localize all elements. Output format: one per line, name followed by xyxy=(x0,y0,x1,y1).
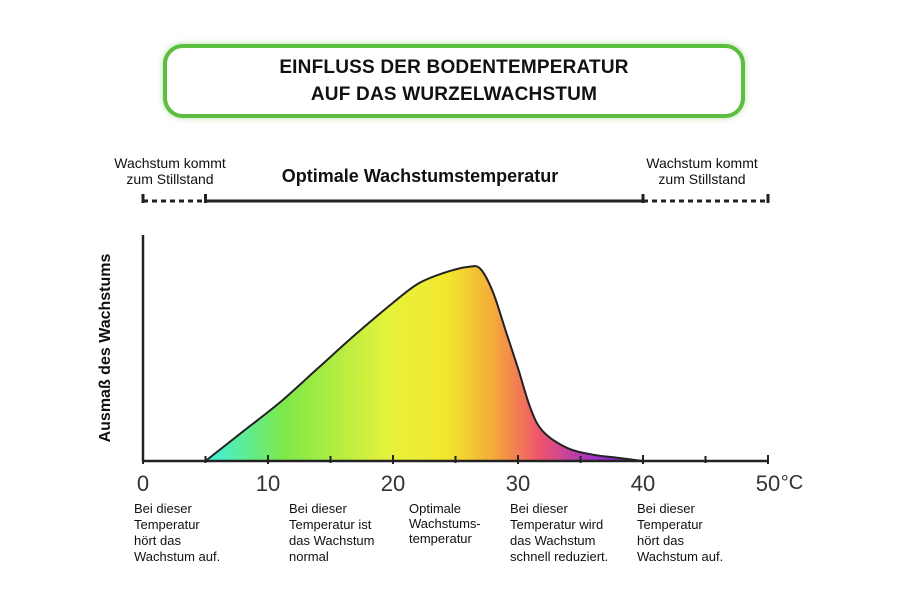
x-tick-label: 0 xyxy=(137,471,149,496)
note-line: Wachstums- xyxy=(409,516,481,531)
stop-label-left: Wachstum kommt zum Stillstand xyxy=(100,155,240,187)
note-line: Temperatur ist xyxy=(289,517,372,532)
growth-area xyxy=(202,265,644,462)
note-line: hört das xyxy=(637,533,684,548)
x-tick-label: 50 xyxy=(756,471,780,496)
note-line: Bei dieser xyxy=(289,501,347,516)
title-box: EINFLUSS DER BODENTEMPERATUR AUF DAS WUR… xyxy=(163,44,745,118)
note-line: Temperatur xyxy=(134,517,200,532)
note-line: Wachstum auf. xyxy=(637,549,724,564)
note-stop-high: Bei dieser Temperatur hört das Wachstum … xyxy=(637,501,757,565)
note-line: schnell reduziert. xyxy=(510,549,609,564)
stop-label-left-line-1: Wachstum kommt xyxy=(114,155,226,171)
note-reduced: Bei dieser Temperatur wird das Wachstum … xyxy=(510,501,640,565)
stop-label-right-line-2: zum Stillstand xyxy=(658,171,746,187)
note-line: Wachstum auf. xyxy=(134,549,221,564)
x-tick-label: 40 xyxy=(631,471,655,496)
note-line: Bei dieser xyxy=(637,501,695,516)
x-tick-label: 30 xyxy=(506,471,530,496)
x-tick-label: 20 xyxy=(381,471,405,496)
note-optimal: Optimale Wachstums- temperatur xyxy=(409,501,509,546)
note-stop-low: Bei dieser Temperatur hört das Wachstum … xyxy=(134,501,254,565)
x-ticks: 0 10 20 30 40 50 °C xyxy=(137,455,803,496)
range-brackets xyxy=(141,194,770,203)
note-line: Temperatur wird xyxy=(510,517,604,532)
note-line: Optimale xyxy=(409,501,462,516)
note-line: das Wachstum xyxy=(510,533,596,548)
stop-label-left-line-2: zum Stillstand xyxy=(126,171,214,187)
y-axis-label: Ausmaß des Wachstums xyxy=(97,254,114,443)
title-line-1: EINFLUSS DER BODENTEMPERATUR xyxy=(279,57,629,78)
note-line: das Wachstum xyxy=(289,533,375,548)
note-line: normal xyxy=(289,549,329,564)
note-line: temperatur xyxy=(409,531,472,546)
note-line: hört das xyxy=(134,533,181,548)
optimal-range-label: Optimale Wachstumstemperatur xyxy=(281,166,559,186)
note-normal: Bei dieser Temperatur ist das Wachstum n… xyxy=(289,501,409,565)
x-unit-label: °C xyxy=(781,472,803,494)
x-tick-label: 10 xyxy=(256,471,280,496)
title-line-2: AUF DAS WURZELWACHSTUM xyxy=(310,84,598,105)
stop-label-right: Wachstum kommt zum Stillstand xyxy=(632,155,772,187)
note-line: Temperatur xyxy=(637,517,703,532)
stop-label-right-line-1: Wachstum kommt xyxy=(646,155,758,171)
note-line: Bei dieser xyxy=(134,501,192,516)
note-line: Bei dieser xyxy=(510,501,568,516)
